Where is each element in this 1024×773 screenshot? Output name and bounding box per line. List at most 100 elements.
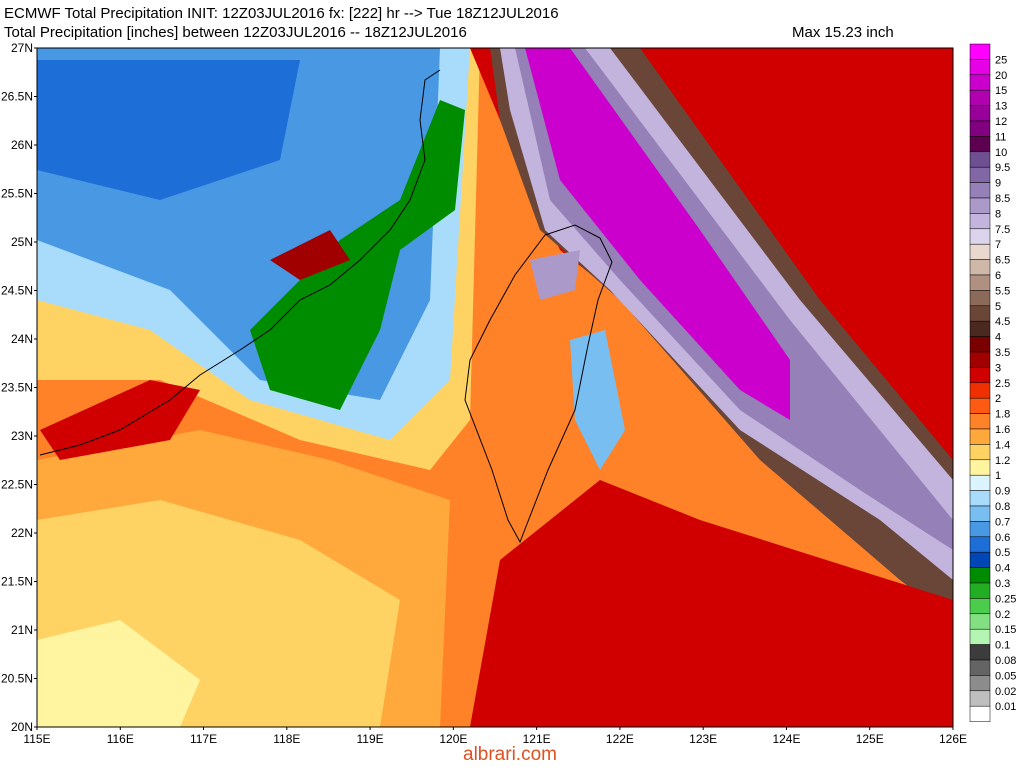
color-swatch bbox=[969, 444, 991, 461]
lat-label: 21N bbox=[11, 623, 33, 637]
color-swatch bbox=[969, 459, 991, 476]
color-swatch bbox=[969, 320, 991, 337]
legend-label: 1.6 bbox=[995, 424, 1010, 436]
legend-label: 15 bbox=[995, 85, 1007, 97]
legend-label: 0.05 bbox=[995, 670, 1016, 682]
legend-label: 6.5 bbox=[995, 255, 1010, 267]
lon-label: 115E bbox=[23, 732, 50, 746]
color-swatch bbox=[969, 613, 991, 630]
color-swatch bbox=[969, 74, 991, 91]
color-swatch bbox=[969, 490, 991, 507]
color-swatch bbox=[969, 336, 991, 353]
color-swatch bbox=[969, 89, 991, 106]
legend-label: 0.08 bbox=[995, 655, 1016, 667]
color-swatch bbox=[969, 305, 991, 322]
lon-label: 117E bbox=[190, 732, 217, 746]
color-swatch bbox=[969, 274, 991, 291]
color-swatch bbox=[969, 551, 991, 568]
coastline bbox=[39, 69, 613, 544]
legend-label: 0.3 bbox=[995, 578, 1010, 590]
legend-label: 5 bbox=[995, 301, 1001, 313]
lat-label: 26N bbox=[11, 138, 33, 152]
color-swatch bbox=[969, 598, 991, 615]
lat-label: 25.5N bbox=[1, 187, 33, 201]
legend-label: 0.15 bbox=[995, 624, 1016, 636]
colorbar: 252015131211109.598.587.576.565.554.543.… bbox=[969, 43, 1016, 722]
lon-label: 123E bbox=[689, 732, 717, 746]
subtitle-line: Total Precipitation [inches] between 12Z… bbox=[4, 24, 467, 41]
legend-label: 4.5 bbox=[995, 316, 1010, 328]
legend-label: 0.01 bbox=[995, 701, 1016, 713]
lat-label: 22N bbox=[11, 526, 33, 540]
lon-label: 126E bbox=[939, 732, 967, 746]
title-line: ECMWF Total Precipitation INIT: 12Z03JUL… bbox=[4, 5, 559, 22]
color-swatch bbox=[969, 382, 991, 399]
color-swatch bbox=[969, 197, 991, 214]
color-swatch bbox=[969, 474, 991, 491]
color-swatch bbox=[969, 120, 991, 137]
color-swatch bbox=[969, 213, 991, 230]
legend-label: 9 bbox=[995, 178, 1001, 190]
legend-label: 7 bbox=[995, 239, 1001, 251]
lat-label: 25N bbox=[11, 235, 33, 249]
lon-label: 122E bbox=[606, 732, 634, 746]
legend-label: 3.5 bbox=[995, 347, 1010, 359]
legend-label: 12 bbox=[995, 116, 1007, 128]
legend-label: 7.5 bbox=[995, 224, 1010, 236]
color-swatch bbox=[969, 397, 991, 414]
max-value: Max 15.23 inch bbox=[792, 24, 894, 41]
legend-label: 1.8 bbox=[995, 409, 1010, 421]
legend-label: 8 bbox=[995, 208, 1001, 220]
color-swatch bbox=[969, 182, 991, 199]
legend-label: 1.4 bbox=[995, 439, 1010, 451]
color-swatch bbox=[969, 582, 991, 599]
legend-label: 20 bbox=[995, 70, 1007, 82]
lat-label: 20.5N bbox=[1, 672, 33, 686]
legend-label: 6 bbox=[995, 270, 1001, 282]
color-swatch bbox=[969, 351, 991, 368]
color-swatch bbox=[969, 413, 991, 430]
legend-label: 4 bbox=[995, 332, 1001, 344]
color-swatch bbox=[969, 259, 991, 276]
lon-label: 121E bbox=[523, 732, 551, 746]
lat-label: 22.5N bbox=[1, 478, 33, 492]
legend-label: 0.2 bbox=[995, 609, 1010, 621]
color-swatch bbox=[969, 367, 991, 384]
lat-label: 23N bbox=[11, 429, 33, 443]
lon-label: 116E bbox=[107, 732, 134, 746]
legend-label: 2 bbox=[995, 393, 1001, 405]
color-swatch bbox=[969, 228, 991, 245]
color-swatch bbox=[969, 675, 991, 692]
lat-label: 20N bbox=[11, 720, 33, 734]
color-swatch bbox=[969, 428, 991, 445]
lon-label: 125E bbox=[856, 732, 884, 746]
legend-label: 1 bbox=[995, 470, 1001, 482]
axes: 27N 26.5N 26N 25.5N 25N 24.5N 24N 23.5N 23N 22.5N… bbox=[1, 41, 967, 746]
lat-label: 27N bbox=[11, 41, 33, 55]
legend-label: 25 bbox=[995, 54, 1007, 66]
watermark: albrari.com bbox=[463, 744, 557, 765]
legend-label: 10 bbox=[995, 147, 1007, 159]
lat-label: 24N bbox=[11, 332, 33, 346]
legend-label: 0.02 bbox=[995, 686, 1016, 698]
legend-label: 8.5 bbox=[995, 193, 1010, 205]
lon-label: 119E bbox=[357, 732, 384, 746]
lat-label: 26.5N bbox=[1, 90, 33, 104]
color-swatch bbox=[969, 536, 991, 553]
lon-label: 124E bbox=[772, 732, 800, 746]
color-swatch bbox=[969, 705, 991, 722]
color-swatch bbox=[969, 690, 991, 707]
color-swatch bbox=[969, 59, 991, 76]
legend-label: 0.5 bbox=[995, 547, 1010, 559]
color-swatch bbox=[969, 628, 991, 645]
color-swatch bbox=[969, 505, 991, 522]
legend-label: 9.5 bbox=[995, 162, 1010, 174]
legend-label: 0.8 bbox=[995, 501, 1010, 513]
color-swatch bbox=[969, 166, 991, 183]
legend-label: 0.4 bbox=[995, 563, 1010, 575]
legend-label: 13 bbox=[995, 101, 1007, 113]
legend-label: 0.7 bbox=[995, 516, 1010, 528]
legend-label: 2.5 bbox=[995, 378, 1010, 390]
color-swatch bbox=[969, 659, 991, 676]
